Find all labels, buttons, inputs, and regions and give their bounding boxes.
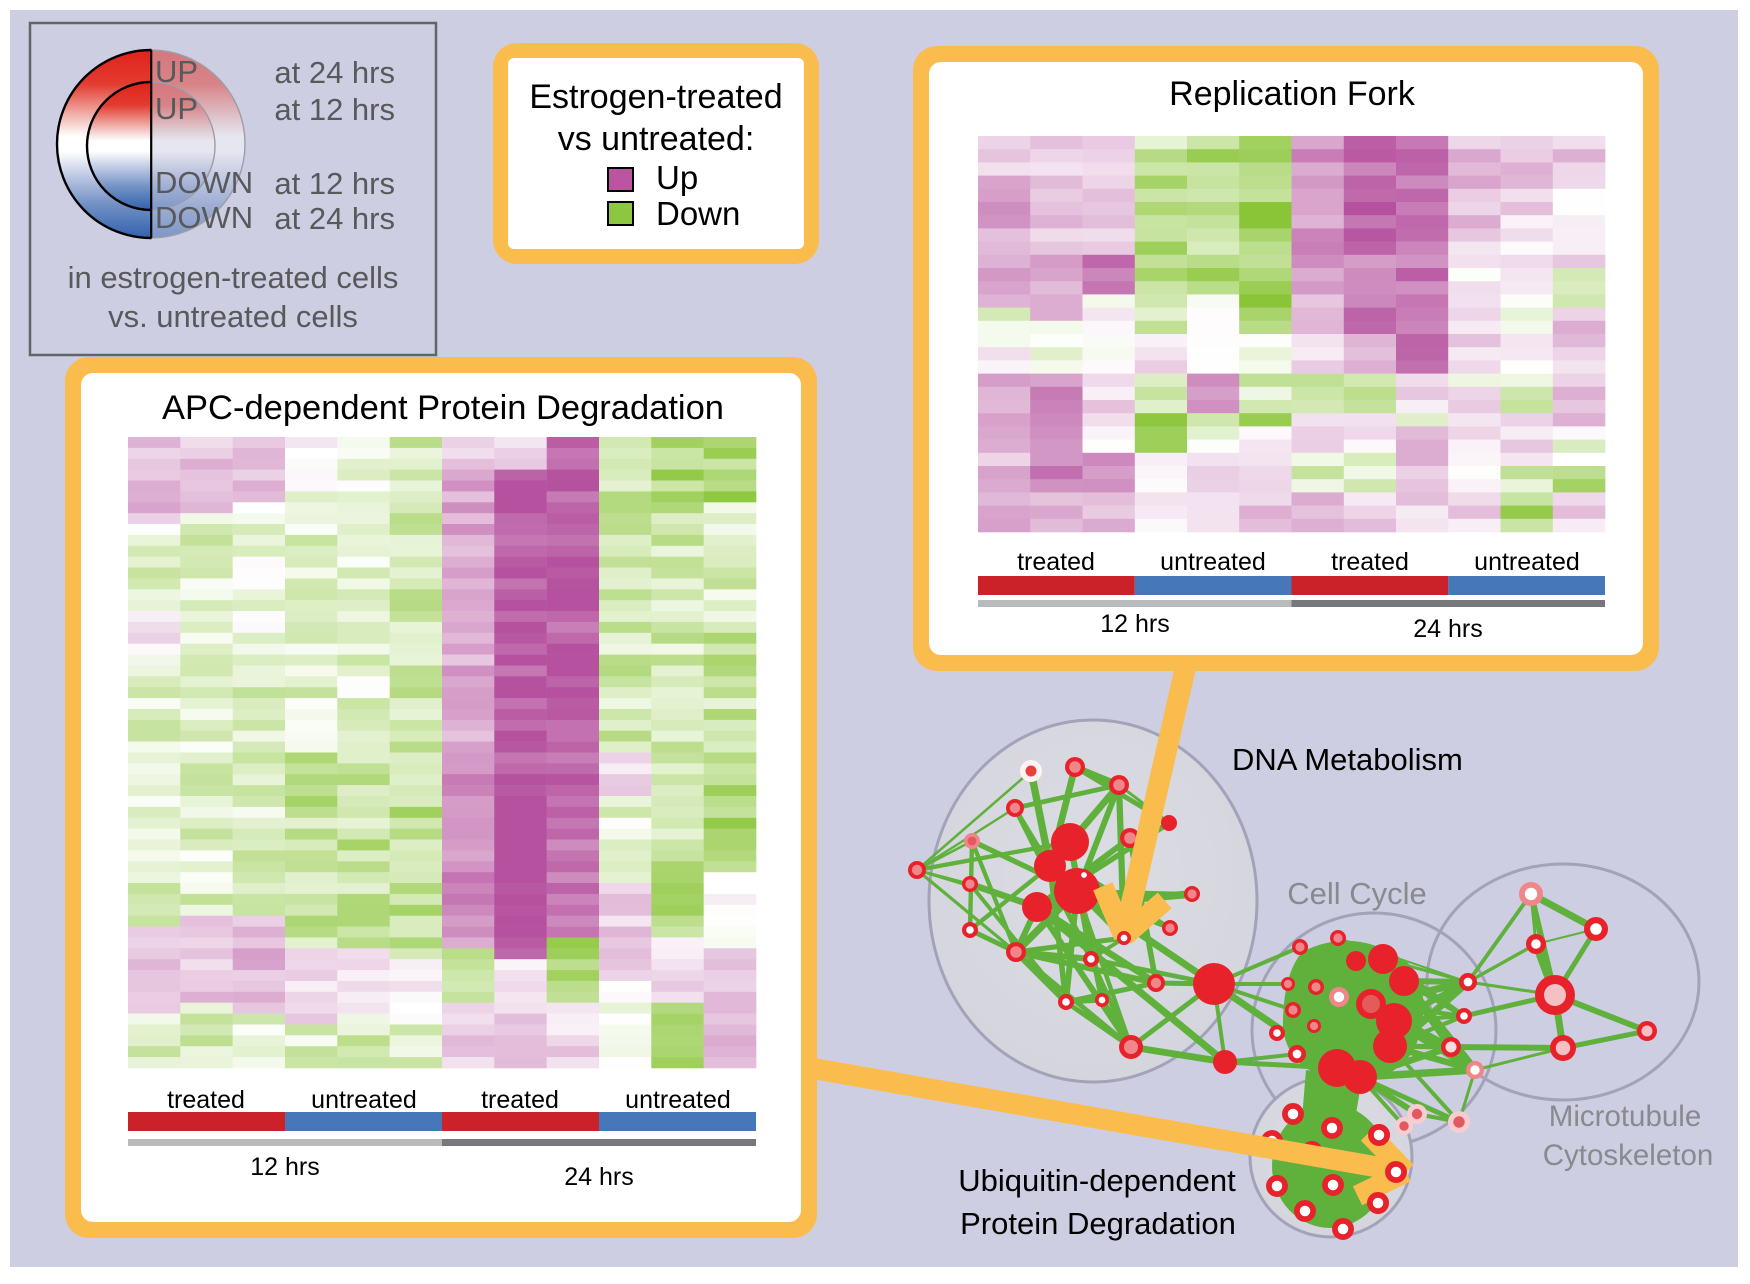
svg-text:UP: UP	[155, 54, 198, 89]
svg-text:at 24 hrs: at 24 hrs	[274, 55, 395, 90]
svg-text:vs. untreated cells: vs. untreated cells	[108, 299, 358, 334]
svg-text:DNA Metabolism: DNA Metabolism	[1232, 742, 1463, 777]
svg-text:at 12 hrs: at 12 hrs	[274, 166, 395, 201]
svg-text:vs untreated:: vs untreated:	[558, 120, 755, 158]
svg-text:Cell Cycle: Cell Cycle	[1287, 876, 1427, 911]
svg-text:untreated: untreated	[625, 1086, 731, 1114]
svg-text:UP: UP	[155, 91, 198, 126]
svg-text:12 hrs: 12 hrs	[250, 1153, 319, 1181]
svg-text:at 12 hrs: at 12 hrs	[274, 92, 395, 127]
svg-text:Protein Degradation: Protein Degradation	[960, 1206, 1236, 1241]
svg-text:12 hrs: 12 hrs	[1100, 610, 1169, 638]
svg-text:untreated: untreated	[1160, 548, 1266, 576]
svg-text:Down: Down	[656, 195, 740, 232]
svg-text:Replication Fork: Replication Fork	[1169, 75, 1416, 113]
svg-text:treated: treated	[167, 1086, 245, 1114]
svg-text:Cytoskeleton: Cytoskeleton	[1543, 1139, 1714, 1172]
svg-text:APC-dependent Protein Degradat: APC-dependent Protein Degradation	[162, 389, 724, 427]
svg-text:DOWN: DOWN	[155, 200, 253, 235]
svg-text:treated: treated	[1017, 548, 1095, 576]
svg-text:treated: treated	[481, 1086, 559, 1114]
svg-text:Estrogen-treated: Estrogen-treated	[529, 78, 782, 116]
svg-text:treated: treated	[1331, 548, 1409, 576]
svg-text:Up: Up	[656, 159, 698, 196]
svg-text:untreated: untreated	[311, 1086, 417, 1114]
svg-text:at 24 hrs: at 24 hrs	[274, 201, 395, 236]
svg-text:Microtubule: Microtubule	[1549, 1100, 1701, 1133]
svg-text:untreated: untreated	[1474, 548, 1580, 576]
svg-text:in estrogen-treated cells: in estrogen-treated cells	[68, 260, 399, 295]
svg-text:24 hrs: 24 hrs	[564, 1163, 633, 1191]
svg-text:24 hrs: 24 hrs	[1413, 615, 1482, 643]
svg-text:Ubiquitin-dependent: Ubiquitin-dependent	[958, 1163, 1236, 1198]
svg-text:DOWN: DOWN	[155, 165, 253, 200]
